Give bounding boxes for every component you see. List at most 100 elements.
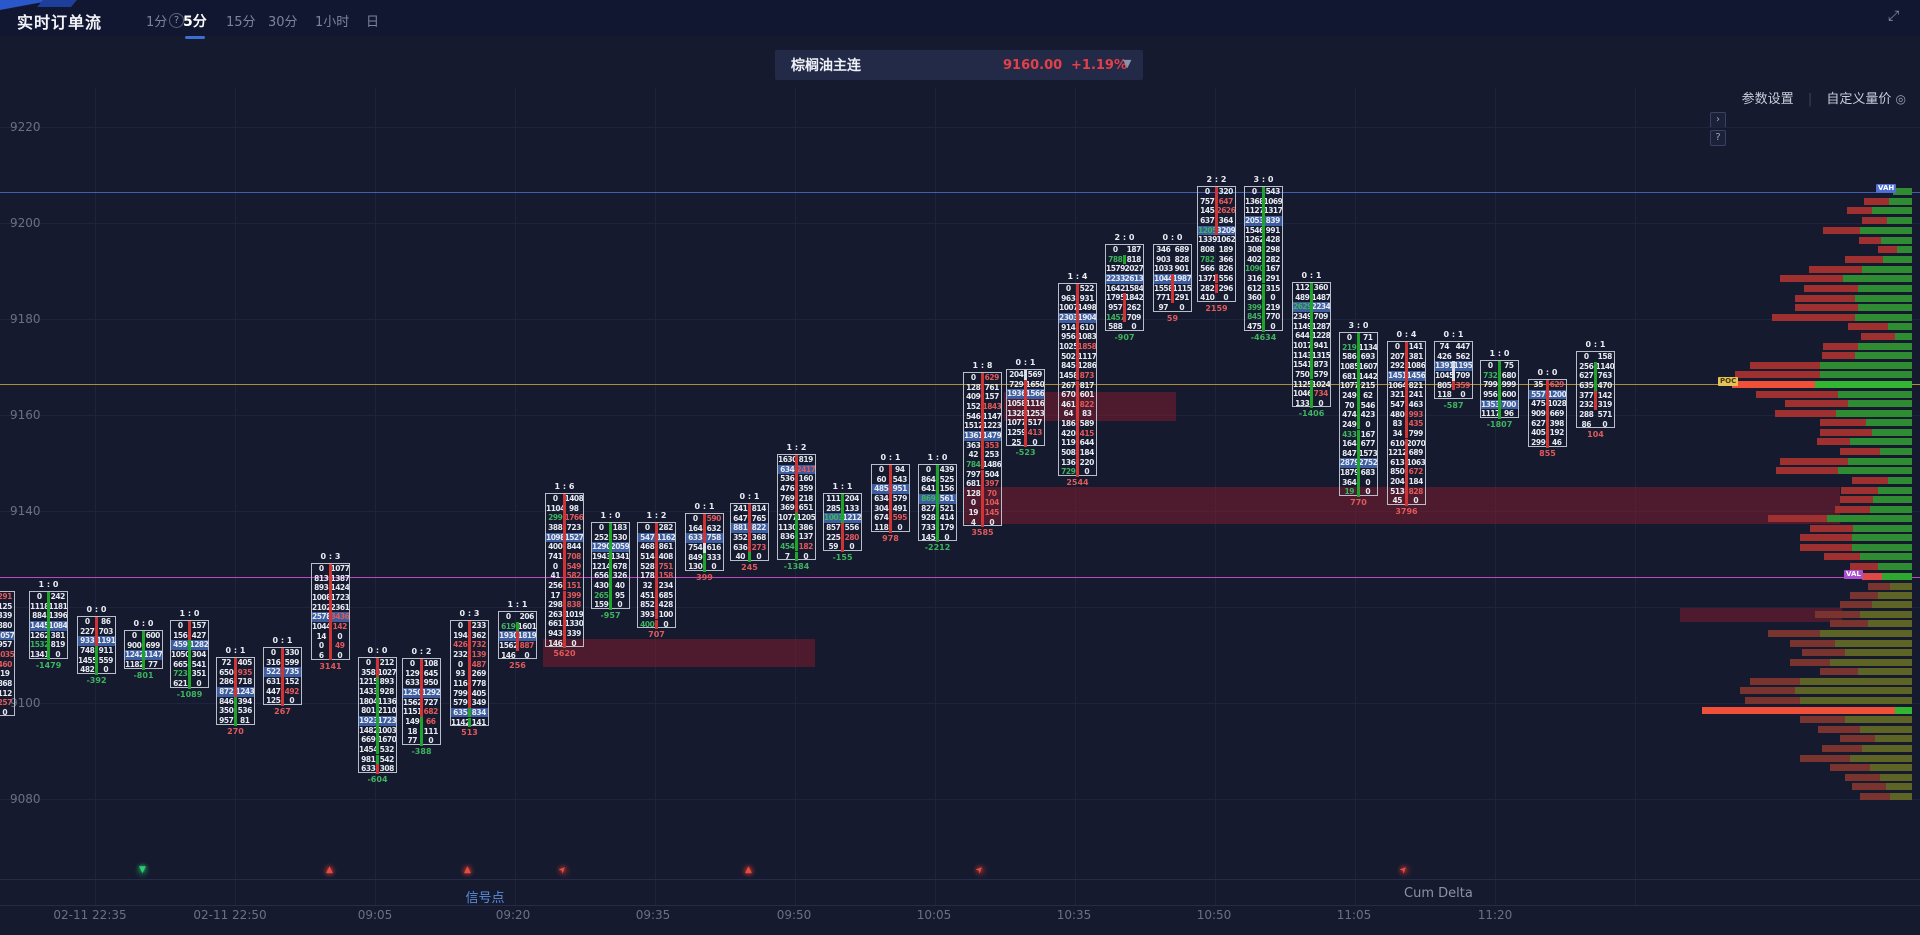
ask-volume: 351 <box>191 669 207 679</box>
panel-help-button[interactable]: ? <box>1710 130 1726 146</box>
footprint-cell-row: 1007 1498 <box>1059 303 1096 313</box>
delta-bar-segment <box>795 474 798 484</box>
bid-volume: 468 <box>640 542 655 552</box>
footprint-cell-row: 1250 1292 <box>403 687 440 698</box>
help-icon[interactable]: ? <box>169 13 184 28</box>
volume-profile-sell-bar <box>1817 438 1850 445</box>
ask-volume: 253 <box>984 450 1000 460</box>
delta-bar-segment <box>1452 390 1455 400</box>
bid-volume: 508 <box>1061 448 1076 458</box>
bid-volume: 956 <box>1483 389 1498 399</box>
bid-volume: 1151 <box>403 707 422 717</box>
ask-volume: 0 <box>1365 419 1371 429</box>
volume-profile-sell-bar <box>1850 592 1878 599</box>
ask-volume: 427 <box>191 630 207 640</box>
ask-volume: 0 <box>337 631 343 641</box>
delta-bar-segment <box>1357 390 1360 401</box>
delta-bar-segment <box>468 621 471 631</box>
volume-price-icon[interactable]: ◎ <box>1895 92 1906 106</box>
expand-icon[interactable]: ⤢ <box>1888 8 1900 24</box>
ask-volume: 439 <box>939 465 955 474</box>
bid-volume: 0 <box>270 648 276 657</box>
bid-volume: 1205 <box>1198 225 1217 235</box>
delta-bar-segment <box>376 715 379 726</box>
footprint-cell-row: 733 179 <box>919 522 956 533</box>
ask-volume: 19 <box>0 669 10 679</box>
delta-bar-segment <box>795 483 798 494</box>
footprint-cell-row: 771 291 <box>1154 293 1191 303</box>
delta-bar-segment <box>1076 351 1079 362</box>
instrument-selector[interactable]: 棕榈油主连 9160.00 +1.19% ▼ <box>775 50 1143 80</box>
delta-bar-segment <box>376 696 379 707</box>
footprint-cell-row: 1104 98 <box>546 503 583 514</box>
ask-volume: 220 <box>1079 457 1095 467</box>
ask-volume: 1140 <box>1595 361 1615 371</box>
bid-volume: 845 <box>1247 312 1262 322</box>
delta-bar-segment <box>516 621 519 632</box>
volume-profile-buy-bar <box>1815 381 1912 388</box>
footprint-cell-row: 111 204 <box>824 494 861 504</box>
volume-profile-sell-bar <box>1862 217 1887 224</box>
delta-bar-segment <box>376 658 379 668</box>
footprint-cell-row: 748 911 <box>78 645 115 656</box>
footprint-cell-row: 847 1573 <box>1340 448 1377 459</box>
volume-profile-sell-bar <box>1820 668 1858 675</box>
bid-volume: 252 <box>594 532 609 542</box>
bid-volume: 0 <box>457 659 463 669</box>
delta-bar-segment <box>655 523 658 533</box>
footprint-cell-row: 1212 689 <box>1388 448 1425 458</box>
tab-15分[interactable]: 15分 <box>226 15 256 30</box>
tab-30分[interactable]: 30分 <box>268 15 298 30</box>
y-axis-label: 9080 <box>10 792 41 806</box>
footprint-cell-row: 1050 304 <box>171 649 208 660</box>
ask-volume: 100 <box>658 609 674 619</box>
tab-1分[interactable]: 1分 <box>146 15 168 30</box>
footprint-cell-row: 627 763 <box>1577 371 1614 381</box>
volume-profile-buy-bar <box>1887 217 1912 224</box>
volume-profile-sell-bar <box>1822 745 1862 752</box>
ask-volume: 770 <box>1265 312 1281 322</box>
footprint-cell-row: 1541 873 <box>1293 360 1330 370</box>
footprint-column: 0 183 252 530 1290 2059 1943 1341 1214 678 656 326 4… <box>591 522 630 610</box>
footprint-cell-row: 1546 991 <box>1245 225 1282 236</box>
ask-volume: 1115 <box>1172 283 1192 293</box>
tab-1小时[interactable]: 1小时 <box>315 15 350 30</box>
footprint-column-header: 0 : 1 <box>1015 358 1036 367</box>
delta-bar-segment <box>468 640 471 650</box>
bid-volume: 405 <box>1531 428 1546 438</box>
bid-volume: 827 <box>921 503 936 513</box>
tab-日[interactable]: 日 <box>366 15 380 30</box>
footprint-cell-row: 797 504 <box>964 469 1001 480</box>
ask-volume: 381 <box>50 630 66 640</box>
ask-volume: 732 <box>471 640 487 650</box>
bid-volume: 914 <box>1061 322 1076 332</box>
panel-collapse-button[interactable]: › <box>1710 112 1726 128</box>
custom-volume-price-button[interactable]: 自定义量价 <box>1826 92 1892 107</box>
volume-profile-sell-bar <box>1818 726 1860 733</box>
footprint-cell-row: 1242 1147 <box>125 650 162 660</box>
bid-volume: 627 <box>1579 371 1594 381</box>
footprint-cell-row: 363 353 <box>964 440 1001 451</box>
volume-profile-sell-bar <box>1756 391 1838 398</box>
param-settings-button[interactable]: 参数设置 <box>1741 92 1794 107</box>
footprint-cell-row: 1262 428 <box>1245 235 1282 245</box>
bid-volume: 850 <box>1390 467 1405 477</box>
bid-volume: 903 <box>1156 254 1171 264</box>
delta-bar-segment <box>1076 409 1079 420</box>
ask-volume: 0 <box>103 665 109 675</box>
ask-volume: 330 <box>284 648 300 657</box>
bid-volume: 298 <box>548 600 563 610</box>
ask-volume: 1069 <box>1263 196 1283 206</box>
ask-volume: 751 <box>658 561 674 571</box>
footprint-column: 0 71 219 1134 586 693 1085 1607 681 1442 1077 215 24… <box>1339 332 1378 498</box>
bid-volume: 900 <box>127 640 142 650</box>
delta-bar-segment <box>1076 448 1079 458</box>
footprint-cell-row: 227 703 <box>78 626 115 637</box>
bid-volume: 2578 <box>312 612 331 622</box>
delta-bar-segment <box>188 678 191 689</box>
delta-bar-segment <box>748 552 751 562</box>
footprint-column-delta: -1384 <box>783 562 810 572</box>
bid-volume: 93 <box>455 669 466 679</box>
footprint-cell-row: 881 822 <box>731 523 768 533</box>
tab-5分[interactable]: 5分 <box>183 11 207 39</box>
